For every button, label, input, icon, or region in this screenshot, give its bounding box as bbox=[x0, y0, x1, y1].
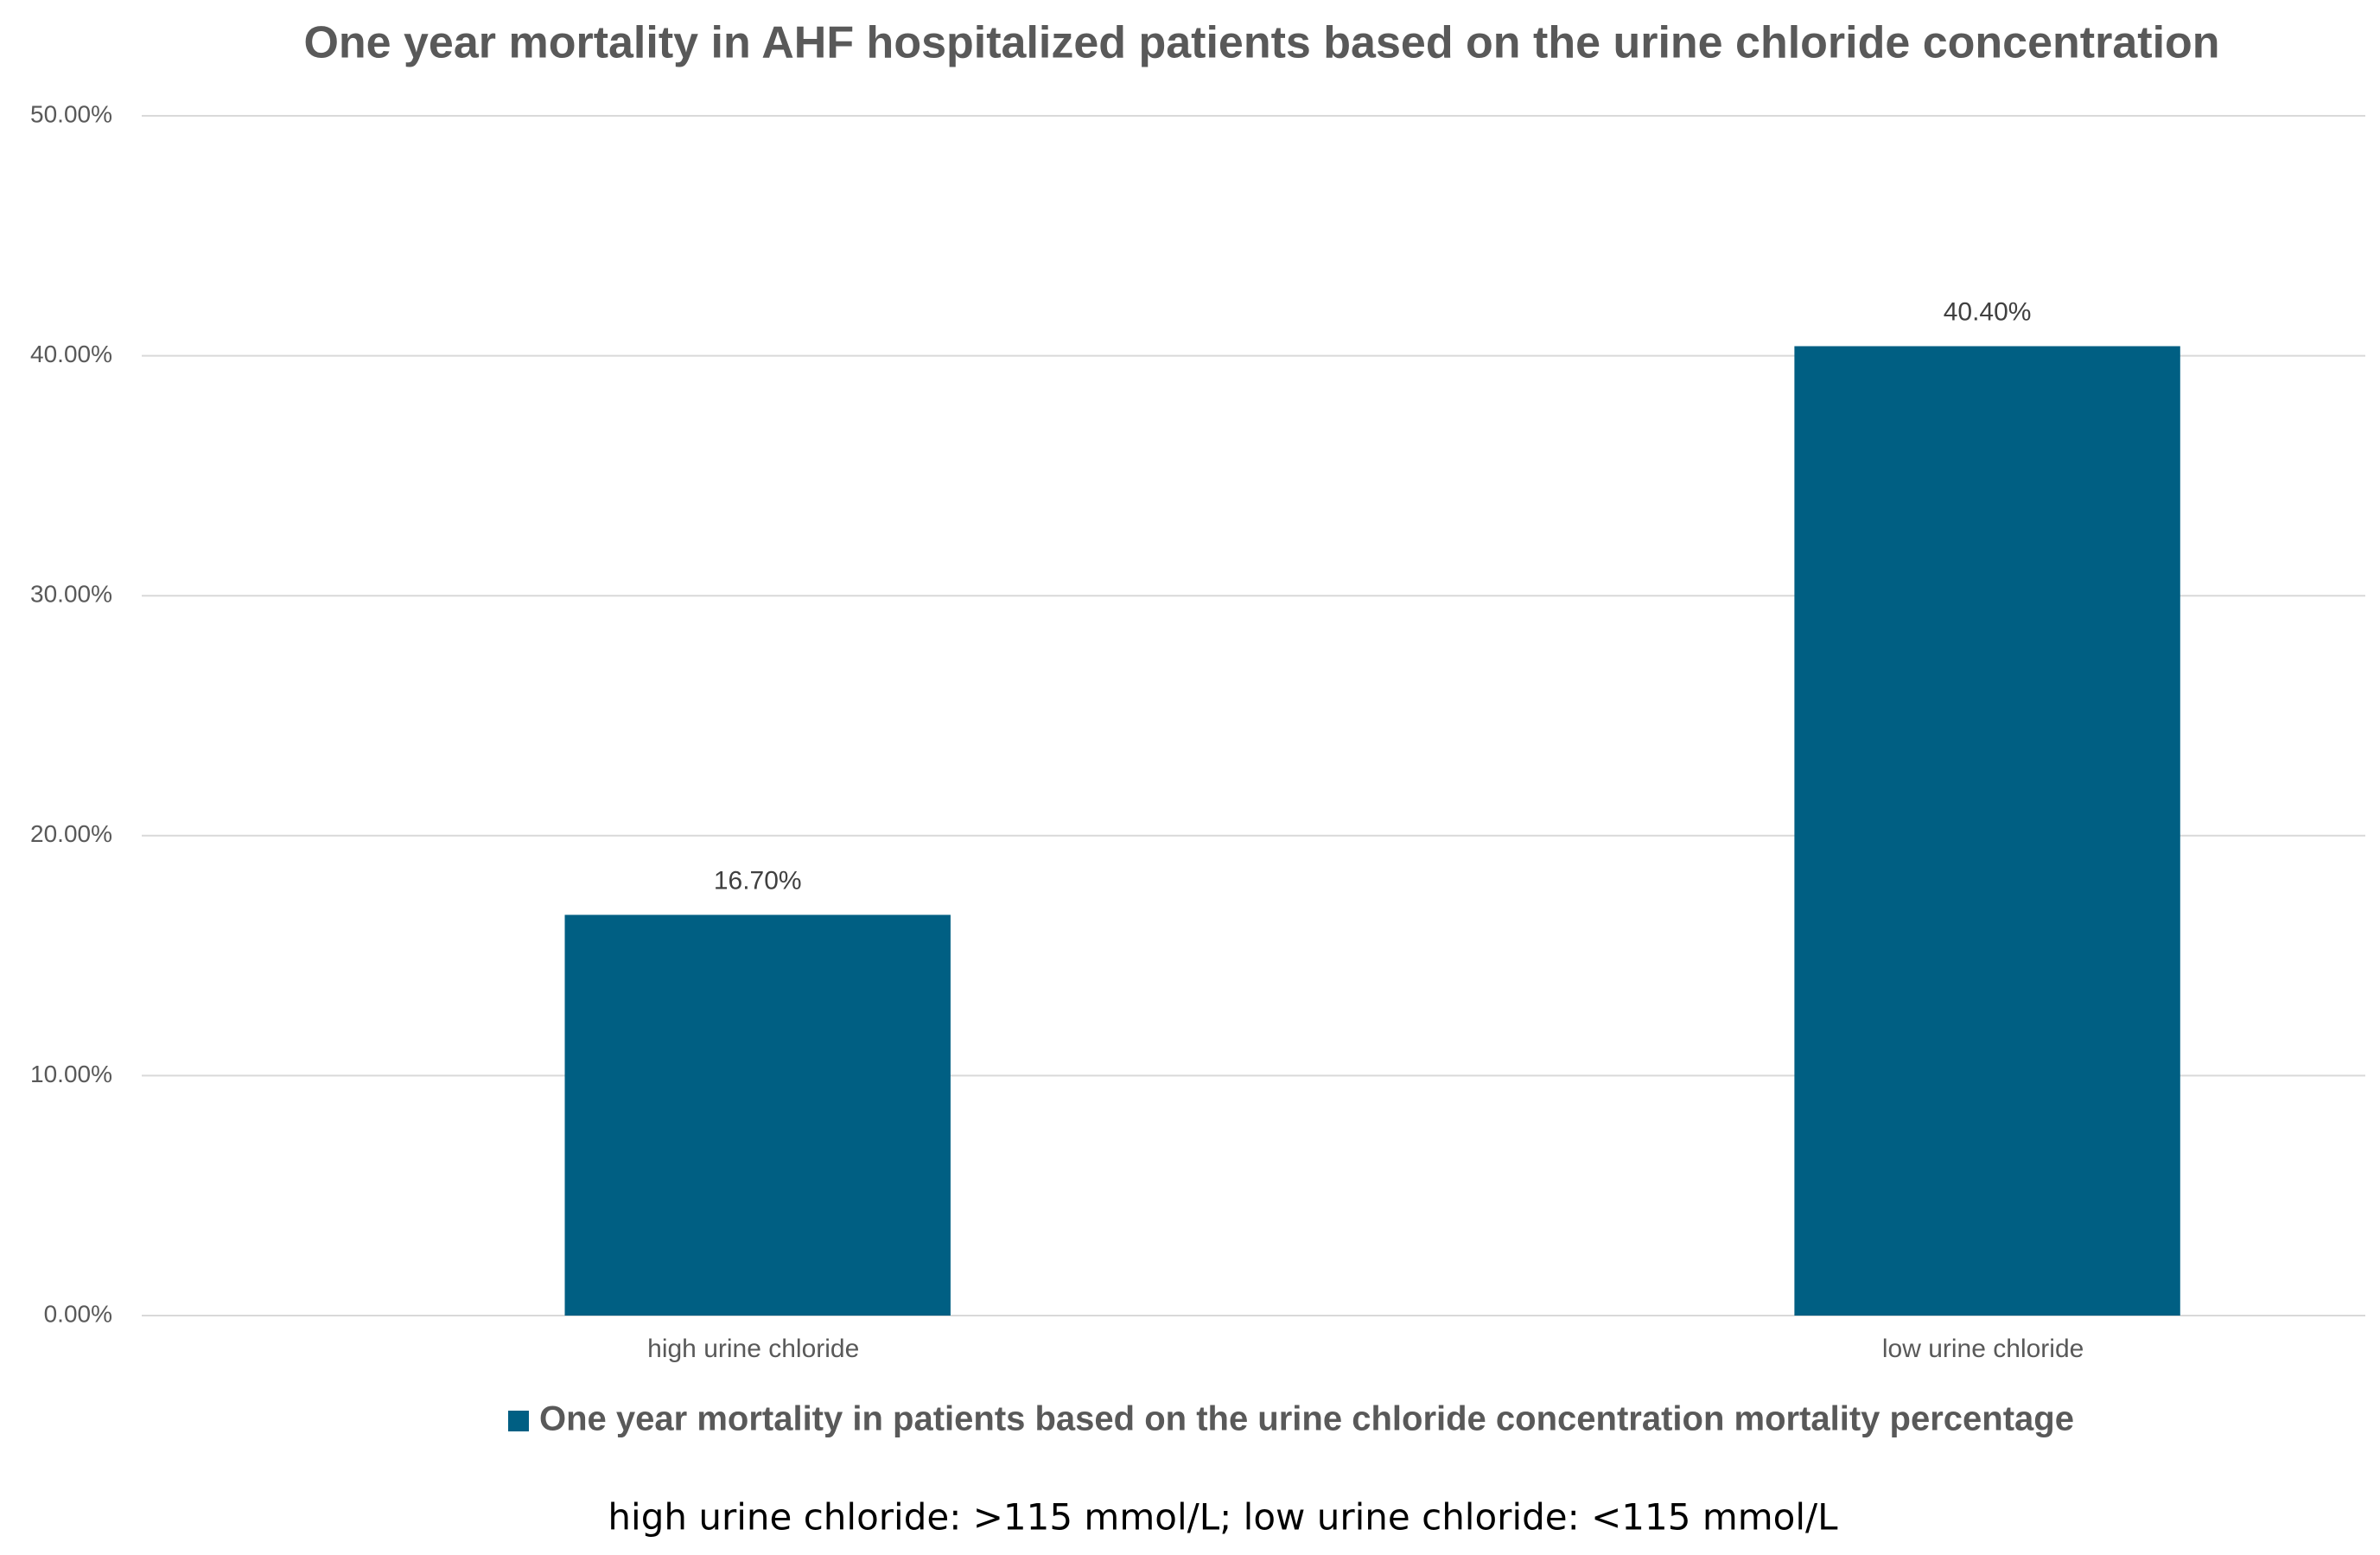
y-tick-label: 30.00% bbox=[30, 581, 112, 608]
y-tick-label: 40.00% bbox=[30, 341, 112, 367]
value-label: 40.40% bbox=[1944, 297, 2032, 326]
y-tick-label: 0.00% bbox=[44, 1300, 112, 1327]
value-label: 16.70% bbox=[714, 866, 802, 895]
footnote: high urine chloride: >115 mmol/L; low ur… bbox=[608, 1496, 1838, 1539]
y-tick-label: 50.00% bbox=[30, 100, 112, 127]
legend-label: One year mortality in patients based on … bbox=[539, 1400, 2074, 1438]
x-tick-label: high urine chloride bbox=[647, 1335, 859, 1363]
bar bbox=[1794, 346, 2180, 1316]
legend-swatch bbox=[508, 1411, 529, 1431]
y-tick-label: 20.00% bbox=[30, 820, 112, 847]
y-tick-label: 10.00% bbox=[30, 1061, 112, 1087]
x-tick-label: low urine chloride bbox=[1882, 1335, 2084, 1363]
bar bbox=[564, 915, 951, 1316]
chart-title: One year mortality in AHF hospitalized p… bbox=[303, 18, 2219, 68]
